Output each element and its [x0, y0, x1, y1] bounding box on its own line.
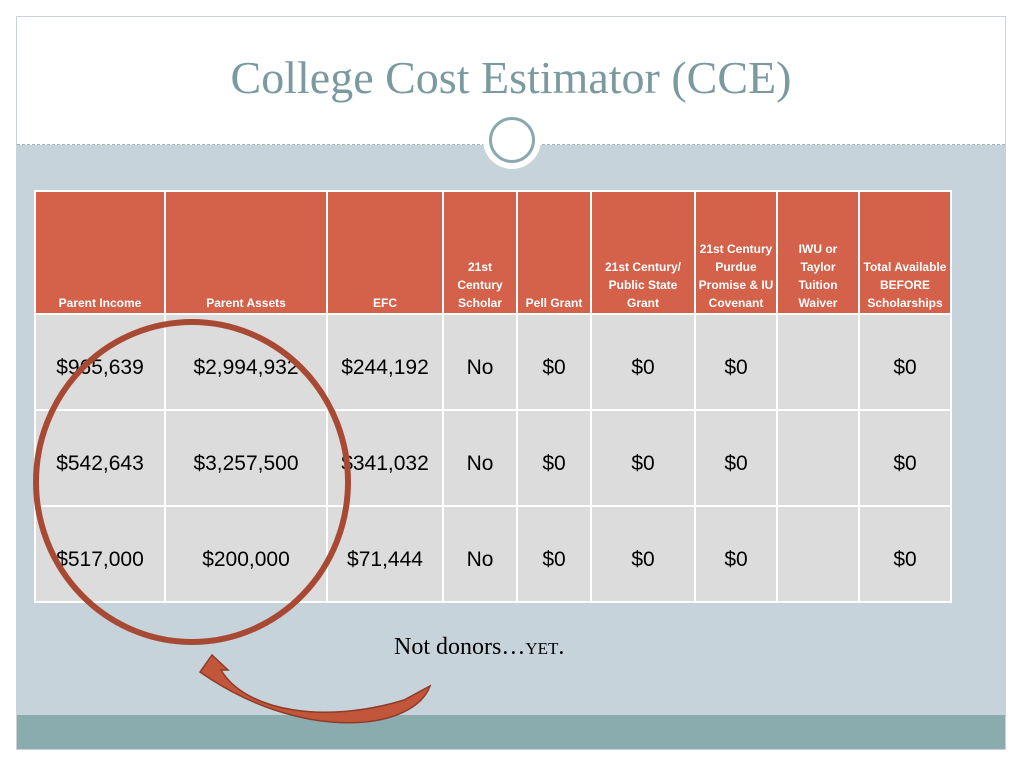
header-public-state-grant: 21st Century/ Public State Grant [590, 190, 696, 315]
cell-pell-grant: $0 [516, 409, 592, 507]
table-header-row: Parent Income Parent Assets EFC 21st Cen… [34, 190, 952, 315]
cell-tuition-waiver [776, 409, 860, 507]
header-pell-grant: Pell Grant [516, 190, 592, 315]
cell-public-state-grant: $0 [590, 409, 696, 507]
circle-highlight [33, 319, 351, 645]
cell-efc: $244,192 [326, 313, 444, 411]
callout-text: Not donors…YET. [394, 634, 564, 661]
cell-parent-assets: $3,257,500 [164, 409, 328, 507]
header-efc: EFC [326, 190, 444, 315]
cell-purdue-promise: $0 [694, 505, 778, 603]
cell-21st-century-scholar: No [442, 409, 518, 507]
circle-ornament-icon [483, 111, 541, 169]
cell-pell-grant: $0 [516, 505, 592, 603]
table-row: $517,000 $200,000 $71,444 No $0 $0 $0 $0 [34, 505, 952, 603]
cell-tuition-waiver [776, 313, 860, 411]
cell-efc: $71,444 [326, 505, 444, 603]
header-total-available: Total Available BEFORE Scholarships [858, 190, 952, 315]
footer-band [17, 715, 1005, 749]
cell-total-available: $0 [858, 313, 952, 411]
table-row: $542,643 $3,257,500 $341,032 No $0 $0 $0… [34, 409, 952, 507]
cost-estimator-table: Parent Income Parent Assets EFC 21st Cen… [34, 190, 952, 603]
cell-public-state-grant: $0 [590, 505, 696, 603]
curved-arrow-icon [198, 653, 432, 724]
cell-21st-century-scholar: No [442, 313, 518, 411]
callout-emphasis: YET [525, 639, 559, 658]
table-row: $965,639 $2,994,932 $244,192 No $0 $0 $0… [34, 313, 952, 411]
callout-main: Not donors… [394, 634, 526, 660]
cell-purdue-promise: $0 [694, 313, 778, 411]
callout-end: . [558, 634, 565, 660]
header-purdue-promise: 21st Century Purdue Promise & IU Covenan… [694, 190, 778, 315]
cell-total-available: $0 [858, 505, 952, 603]
header-parent-assets: Parent Assets [164, 190, 328, 315]
cell-pell-grant: $0 [516, 313, 592, 411]
header-21st-century-scholar: 21st Century Scholar [442, 190, 518, 315]
cell-purdue-promise: $0 [694, 409, 778, 507]
cell-public-state-grant: $0 [590, 313, 696, 411]
cell-parent-assets: $200,000 [164, 505, 328, 603]
page-title: College Cost Estimator (CCE) [230, 52, 792, 103]
cell-parent-income: $542,643 [34, 409, 166, 507]
cell-total-available: $0 [858, 409, 952, 507]
cell-21st-century-scholar: No [442, 505, 518, 603]
header-parent-income: Parent Income [34, 190, 166, 315]
cell-tuition-waiver [776, 505, 860, 603]
header-tuition-waiver: IWU or Taylor Tuition Waiver [776, 190, 860, 315]
